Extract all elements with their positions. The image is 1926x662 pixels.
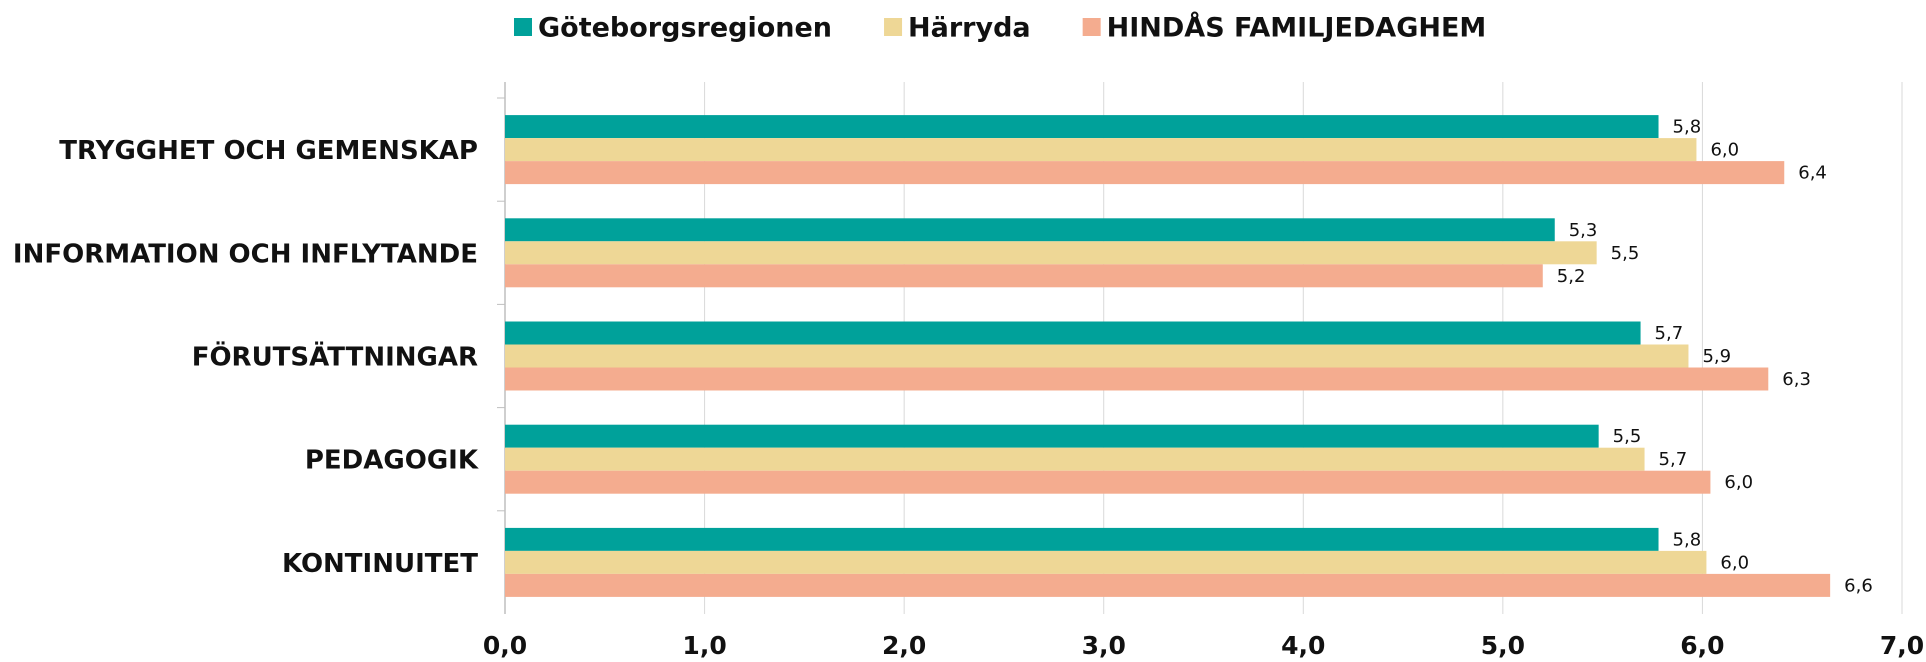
legend-label: HINDÅS FAMILJEDAGHEM — [1107, 12, 1487, 44]
legend-label: Göteborgsregionen — [538, 13, 832, 44]
x-tick-label: 5,0 — [1481, 631, 1525, 660]
bar — [505, 344, 1689, 368]
bar — [505, 241, 1597, 265]
x-tick-label: 3,0 — [1082, 631, 1126, 660]
y-tick-label: PEDAGOGIK — [305, 446, 479, 476]
value-label: 5,3 — [1569, 220, 1598, 241]
y-tick-label: KONTINUITET — [282, 549, 478, 579]
legend-label: Härryda — [908, 13, 1031, 44]
x-tick-label: 1,0 — [682, 631, 726, 660]
bar — [505, 470, 1711, 494]
bar — [505, 138, 1697, 162]
x-tick-label: 0,0 — [483, 631, 527, 660]
x-tick-label: 2,0 — [882, 631, 926, 660]
value-label: 5,9 — [1702, 346, 1731, 367]
legend-swatch — [514, 18, 532, 36]
value-label: 5,5 — [1611, 243, 1640, 264]
y-tick-label: TRYGGHET OCH GEMENSKAP — [59, 136, 478, 166]
bar — [505, 161, 1785, 185]
x-tick-label: 7,0 — [1880, 631, 1924, 660]
legend-swatch — [884, 18, 903, 36]
value-label: 5,7 — [1655, 323, 1684, 344]
value-label: 6,0 — [1710, 140, 1739, 161]
value-label: 5,2 — [1557, 266, 1586, 287]
legend-swatch — [1082, 18, 1101, 36]
value-label: 5,5 — [1613, 426, 1642, 447]
value-label: 5,8 — [1673, 529, 1702, 550]
value-label: 6,4 — [1798, 163, 1827, 184]
y-tick-label: FÖRUTSÄTTNINGAR — [192, 340, 478, 373]
bar — [505, 447, 1645, 471]
bar — [505, 115, 1659, 139]
bar — [505, 367, 1769, 391]
bar — [505, 550, 1707, 574]
value-label: 5,8 — [1673, 117, 1702, 138]
value-label: 6,0 — [1724, 472, 1753, 493]
bar — [505, 424, 1599, 448]
x-tick-label: 6,0 — [1680, 631, 1724, 660]
x-tick-label: 4,0 — [1281, 631, 1325, 660]
value-label: 6,6 — [1844, 575, 1873, 596]
value-label: 6,0 — [1720, 552, 1749, 573]
y-tick-label: INFORMATION OCH INFLYTANDE — [13, 239, 478, 269]
bar — [505, 321, 1641, 345]
bar — [505, 264, 1543, 288]
value-label: 6,3 — [1782, 369, 1811, 390]
value-label: 5,7 — [1659, 449, 1688, 470]
bar — [505, 218, 1555, 242]
bar — [505, 573, 1831, 597]
bar — [505, 527, 1659, 551]
